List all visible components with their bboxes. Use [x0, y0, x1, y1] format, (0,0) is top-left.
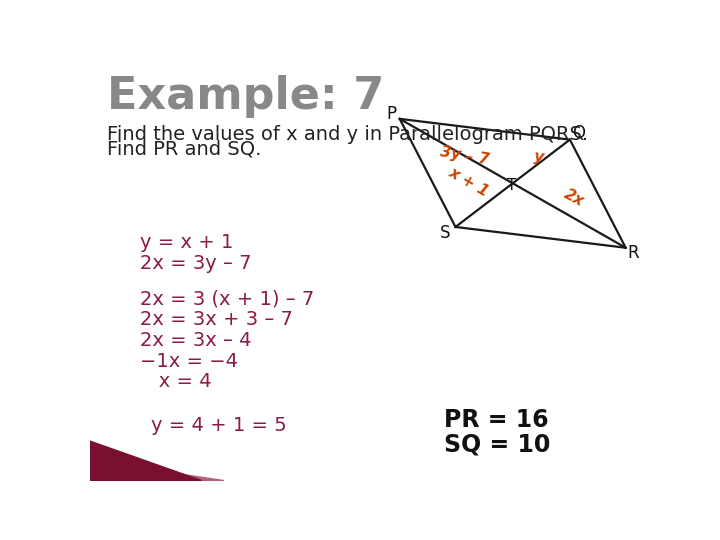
Text: 3y – 7: 3y – 7: [439, 144, 490, 167]
Text: x = 4: x = 4: [140, 373, 212, 392]
Text: P: P: [387, 105, 397, 123]
Text: Find PR and SQ.: Find PR and SQ.: [107, 140, 261, 159]
Text: Q: Q: [572, 124, 585, 142]
Text: Find the values of x and y in Parallelogram PQRS.: Find the values of x and y in Parallelog…: [107, 125, 588, 144]
Text: x + 1: x + 1: [446, 165, 491, 199]
Text: 2x = 3 (x + 1) – 7: 2x = 3 (x + 1) – 7: [140, 289, 315, 308]
Text: Example: 7: Example: 7: [107, 75, 384, 118]
Text: y = x + 1: y = x + 1: [140, 233, 233, 252]
Text: y = 4 + 1 = 5: y = 4 + 1 = 5: [151, 416, 287, 435]
Text: SQ = 10: SQ = 10: [444, 433, 551, 457]
Text: PR = 16: PR = 16: [444, 408, 549, 432]
Text: 2x = 3x – 4: 2x = 3x – 4: [140, 331, 252, 350]
Text: S: S: [440, 224, 451, 242]
Text: R: R: [627, 244, 639, 262]
Text: 2x = 3y – 7: 2x = 3y – 7: [140, 254, 252, 273]
Text: T: T: [507, 178, 516, 193]
Text: −1x = −4: −1x = −4: [140, 352, 238, 370]
Text: 2x: 2x: [562, 186, 587, 210]
Polygon shape: [90, 461, 224, 481]
Text: y: y: [534, 149, 545, 165]
Polygon shape: [90, 441, 202, 481]
Text: 2x = 3x + 3 – 7: 2x = 3x + 3 – 7: [140, 310, 293, 329]
